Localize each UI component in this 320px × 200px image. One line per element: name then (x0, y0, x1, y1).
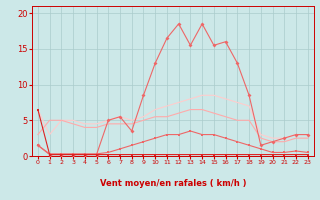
X-axis label: Vent moyen/en rafales ( km/h ): Vent moyen/en rafales ( km/h ) (100, 179, 246, 188)
